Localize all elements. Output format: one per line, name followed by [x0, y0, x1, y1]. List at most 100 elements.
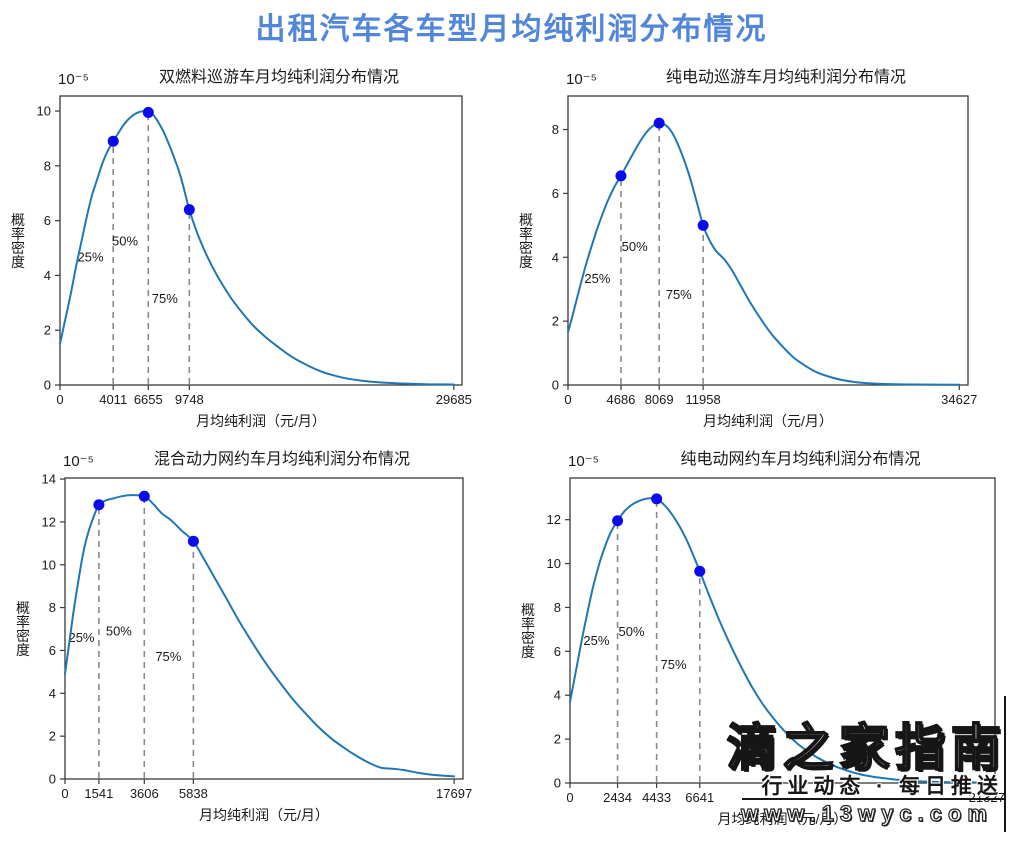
x-tick-label: 1541: [84, 786, 113, 801]
y-tick-label: 6: [44, 213, 51, 228]
quartile-marker-dot: [651, 493, 663, 505]
x-tick-label: 9748: [175, 392, 204, 407]
subplot-dual-fuel-cruise-taxi: 双燃料巡游车月均纯利润分布情况 10⁻⁵ 0 2 4 6 8 10 0 4011 6655 9748 2…: [10, 68, 472, 429]
quartile-label: 75%: [155, 649, 181, 664]
watermark-tagline: 行业动态 · 每日推送: [761, 775, 1003, 798]
quartile-label: 25%: [68, 630, 94, 645]
quartile-label: 25%: [77, 250, 103, 265]
x-tick-label: 4433: [642, 790, 671, 805]
quartile-marker-dot: [138, 490, 150, 502]
quartile-marker-dot: [183, 204, 195, 216]
x-tick-label: 34627: [941, 392, 977, 407]
x-tick-label: 21327: [969, 790, 1005, 805]
plot-border: [64, 477, 464, 780]
x-tick-label: 2434: [603, 790, 632, 805]
x-tick-label: 3606: [130, 786, 159, 801]
subplot-electric-ride-hailing-car: 纯电动网约车月均纯利润分布情况 10⁻⁵ 0 2 4 6 8 10 12 0 2434 4433 664…: [520, 450, 1005, 827]
density-curve: [567, 122, 961, 386]
quartile-marker-dot: [694, 565, 706, 577]
subplot-title: 纯电动巡游车月均纯利润分布情况: [666, 68, 906, 86]
x-tick-label: 17697: [436, 786, 472, 801]
x-axis-label: 月均纯利润（元/月）: [718, 811, 848, 827]
subplot-hybrid-ride-hailing-car: 混合动力网约车月均纯利润分布情况 10⁻⁵ 0 2 4 6 8 10 12 14 0 1541 3606…: [15, 450, 472, 823]
y-tick-label: 8: [44, 158, 51, 173]
x-tick-label: 4011: [99, 392, 127, 407]
x-tick-label: 11958: [686, 392, 721, 407]
watermark-brand: 滴之家指南: [726, 719, 1007, 777]
subplot-electric-cruise-taxi: 纯电动巡游车月均纯利润分布情况 10⁻⁵ 0 2 4 6 8 0 4686 8069 11958 34…: [518, 68, 977, 429]
x-tick-label: 29685: [436, 392, 472, 407]
y-axis-label: 概率密度: [520, 603, 536, 659]
y-axis-offset-text: 10⁻⁵: [63, 453, 94, 470]
subplot-title: 纯电动网约车月均纯利润分布情况: [680, 450, 920, 468]
y-tick-label: 8: [49, 600, 56, 615]
quartile-marker-dot: [612, 515, 624, 527]
quartile-marker-dot: [187, 535, 199, 547]
y-tick-label: 12: [547, 512, 561, 527]
x-tick-label: 0: [61, 786, 68, 801]
quartile-marker-dot: [142, 106, 154, 118]
y-tick-label: 10: [42, 557, 56, 572]
quartile-marker-dot: [615, 170, 627, 182]
quartile-label: 50%: [622, 239, 648, 254]
y-tick-label: 14: [42, 472, 56, 487]
y-tick-label: 10: [37, 104, 51, 119]
quartile-label: 50%: [112, 233, 138, 248]
x-tick-label: 6641: [685, 790, 714, 805]
x-tick-label: 0: [56, 392, 63, 407]
y-tick-label: 2: [552, 314, 559, 329]
x-tick-label: 6655: [134, 392, 163, 407]
density-curve: [59, 110, 455, 386]
y-tick-label: 6: [554, 644, 561, 659]
x-axis-label: 月均纯利润（元/月）: [199, 807, 329, 823]
subplot-title: 混合动力网约车月均纯利润分布情况: [154, 450, 410, 468]
y-axis-label: 概率密度: [518, 213, 534, 269]
y-tick-label: 4: [552, 250, 559, 265]
y-tick-label: 0: [49, 772, 56, 787]
y-tick-label: 12: [42, 514, 56, 529]
y-tick-label: 10: [547, 556, 561, 571]
watermark-vertical-line: [1004, 696, 1006, 832]
y-axis-offset-text: 10⁻⁵: [568, 453, 599, 470]
quartile-label: 25%: [584, 271, 610, 286]
x-axis-label: 月均纯利润（元/月）: [703, 413, 833, 429]
density-curve: [569, 497, 988, 784]
y-tick-label: 2: [49, 729, 56, 744]
density-curve: [64, 494, 456, 778]
y-tick-label: 8: [554, 600, 561, 615]
y-axis-label: 概率密度: [10, 213, 26, 269]
quartile-label: 75%: [661, 657, 687, 672]
quartile-marker-dot: [653, 117, 665, 129]
plot-border: [567, 95, 969, 386]
x-tick-label: 0: [564, 392, 571, 407]
quartile-label: 75%: [152, 291, 178, 306]
y-tick-label: 2: [44, 323, 51, 338]
y-tick-label: 4: [44, 268, 51, 283]
y-tick-label: 2: [554, 732, 561, 747]
quartile-label: 25%: [583, 633, 609, 648]
quartile-marker-dot: [697, 219, 709, 231]
y-tick-label: 0: [44, 378, 51, 393]
page-title: 出租汽车各车型月均纯利润分布情况: [255, 13, 768, 46]
y-axis-offset-text: 10⁻⁵: [566, 71, 597, 88]
plot-border: [569, 477, 996, 784]
x-tick-label: 4686: [606, 392, 635, 407]
watermark-divider: [742, 798, 1006, 800]
y-tick-label: 4: [49, 686, 56, 701]
y-axis-offset-text: 10⁻⁵: [58, 71, 89, 88]
x-tick-label: 0: [566, 790, 573, 805]
x-tick-label: 8069: [645, 392, 674, 407]
plot-border: [59, 95, 463, 386]
quartile-label: 75%: [666, 287, 692, 302]
y-tick-label: 0: [552, 378, 559, 393]
subplot-title: 双燃料巡游车月均纯利润分布情况: [159, 68, 399, 86]
y-tick-label: 4: [554, 688, 561, 703]
y-axis-label: 概率密度: [15, 601, 31, 657]
y-tick-label: 6: [49, 643, 56, 658]
y-tick-label: 6: [552, 186, 559, 201]
quartile-marker-dot: [93, 499, 105, 511]
x-axis-label: 月均纯利润（元/月）: [196, 413, 326, 429]
y-tick-label: 0: [554, 776, 561, 791]
